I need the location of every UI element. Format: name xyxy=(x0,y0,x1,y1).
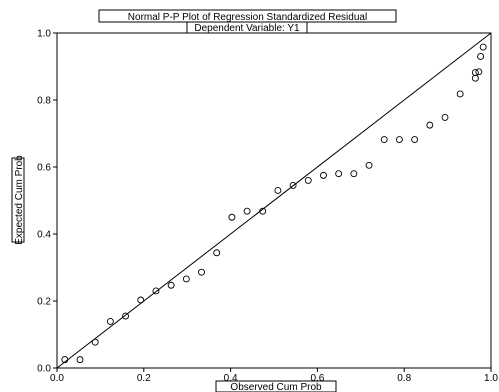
data-point xyxy=(122,312,130,320)
chart-title: Normal P-P Plot of Regression Standardiz… xyxy=(128,12,367,23)
x-tick-label: 0.4 xyxy=(224,373,238,384)
data-point xyxy=(213,249,221,257)
data-point xyxy=(61,356,69,364)
data-point xyxy=(106,317,114,325)
data-point xyxy=(395,136,403,143)
data-point xyxy=(350,170,358,178)
x-axis-label-box xyxy=(215,380,337,392)
data-point xyxy=(243,207,251,215)
data-point xyxy=(289,181,297,189)
data-point xyxy=(274,186,282,194)
data-point xyxy=(380,136,388,143)
data-point xyxy=(477,53,485,60)
data-point xyxy=(91,338,99,346)
data-point xyxy=(335,170,343,178)
x-tick-label: 0.8 xyxy=(397,373,411,384)
x-axis-ticks: 0.0 0.2 0.4 0.6 0.8 1.0 xyxy=(50,368,498,384)
data-point xyxy=(320,171,327,179)
data-point xyxy=(304,176,312,184)
x-axis-label-group: Observed Cum Prob xyxy=(215,380,337,392)
x-tick-label: 0.0 xyxy=(50,373,64,384)
x-tick-label: 0.2 xyxy=(137,373,151,384)
y-tick-label: 0.2 xyxy=(37,297,51,308)
reference-line xyxy=(56,32,492,369)
y-axis-label: Expected Cum Prob xyxy=(14,155,25,245)
x-axis-label: Observed Cum Prob xyxy=(230,382,322,392)
data-point xyxy=(76,356,84,364)
y-tick-label: 0.0 xyxy=(37,364,51,375)
title-group: Normal P-P Plot of Regression Standardiz… xyxy=(98,9,397,34)
data-point xyxy=(411,136,419,143)
data-point xyxy=(475,68,483,76)
y-tick-label: 0.6 xyxy=(37,163,51,174)
data-point xyxy=(456,90,464,98)
data-point xyxy=(365,161,373,169)
data-point xyxy=(182,275,190,283)
y-axis-label-box xyxy=(11,157,25,243)
chart-subtitle: Dependent Variable: Y1 xyxy=(194,23,300,34)
data-point xyxy=(228,213,236,221)
data-point xyxy=(471,69,479,76)
x-tick-label: 1.0 xyxy=(484,373,498,384)
data-point xyxy=(152,287,160,295)
data-point xyxy=(198,268,205,276)
data-point xyxy=(137,296,145,304)
data-point xyxy=(259,207,267,215)
y-tick-label: 0.4 xyxy=(37,230,51,241)
data-point xyxy=(441,113,449,121)
data-point xyxy=(479,43,487,51)
y-axis-ticks: 0.0 0.2 0.4 0.6 0.8 1.0 xyxy=(37,29,57,375)
y-tick-label: 0.8 xyxy=(37,96,51,107)
y-tick-label: 1.0 xyxy=(37,29,51,40)
data-point xyxy=(167,281,175,289)
x-tick-label: 0.6 xyxy=(310,373,324,384)
data-point xyxy=(426,121,434,129)
y-axis-label-group: Expected Cum Prob xyxy=(11,155,25,245)
data-points xyxy=(61,43,487,364)
